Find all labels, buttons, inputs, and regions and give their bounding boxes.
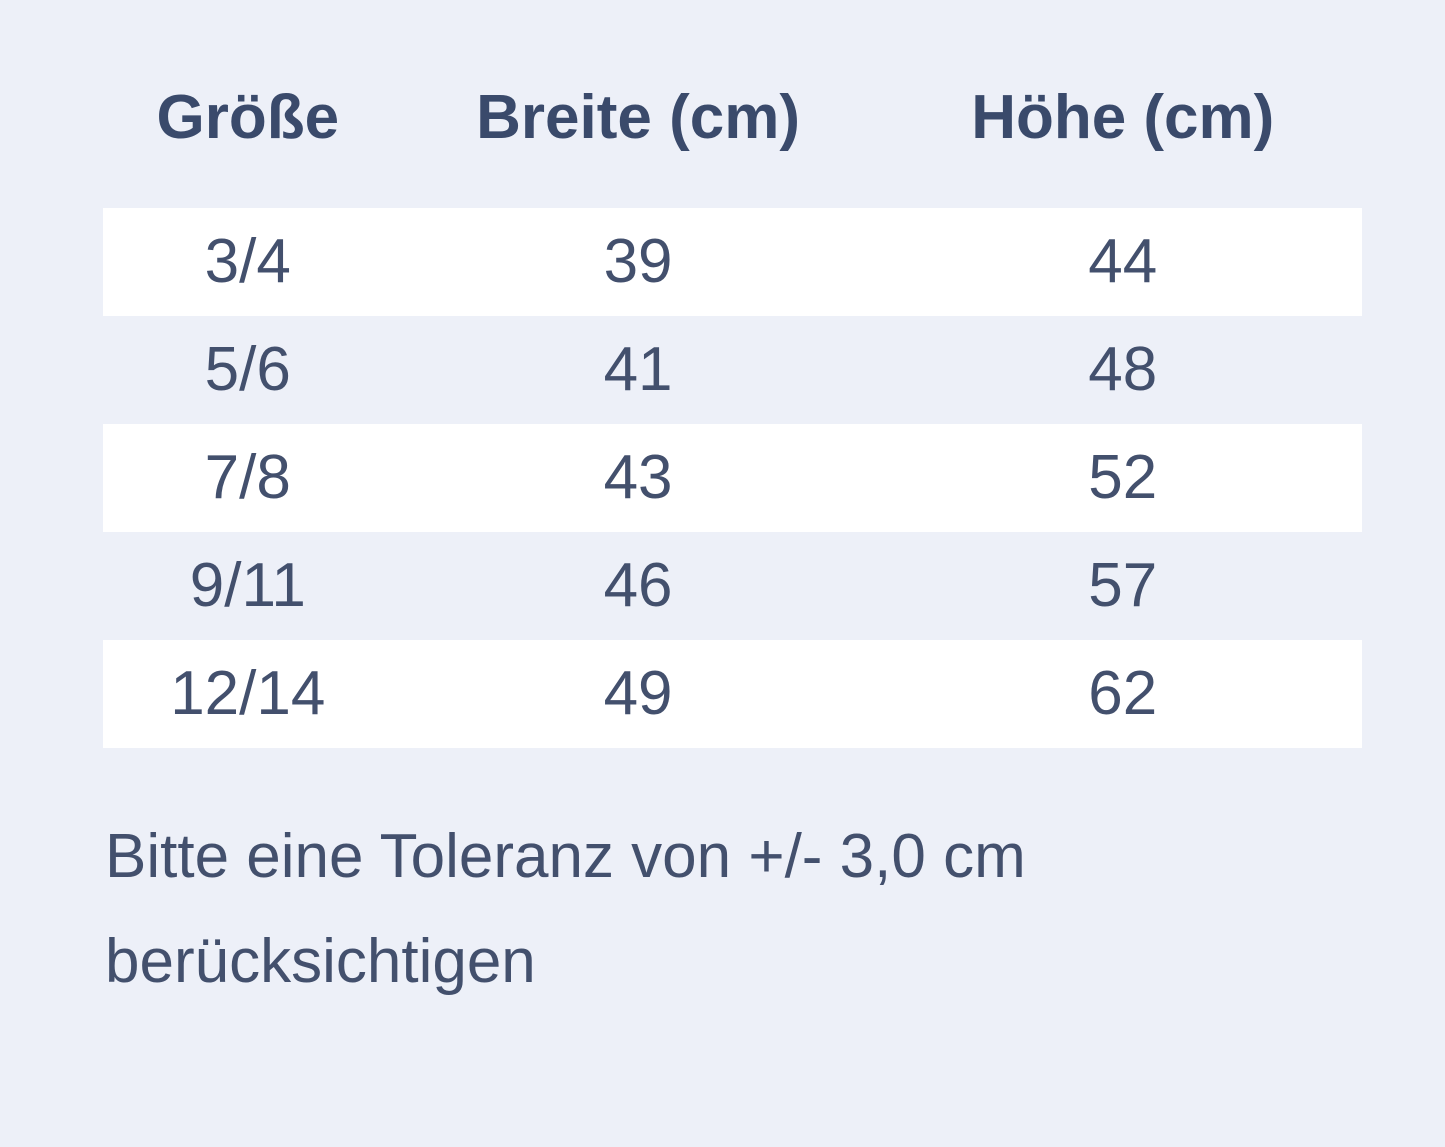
cell-size: 9/11 [189, 551, 306, 620]
cell-size: 7/8 [204, 443, 291, 512]
table-row: 7/8 43 52 [103, 424, 1362, 532]
column-header-height: Höhe (cm) [971, 83, 1275, 152]
tolerance-note-line2: berücksichtigen [105, 927, 536, 996]
cell-height: 62 [1088, 659, 1158, 728]
cell-height: 52 [1088, 443, 1158, 512]
cell-height: 44 [1088, 227, 1158, 296]
tolerance-note-line1: Bitte eine Toleranz von +/- 3,0 cm [105, 822, 1026, 891]
tolerance-note: Bitte eine Toleranz von +/- 3,0 cm berüc… [105, 804, 1445, 1014]
cell-height: 57 [1088, 551, 1158, 620]
column-header-width: Breite (cm) [476, 83, 800, 152]
cell-size: 5/6 [204, 335, 291, 404]
cell-size: 12/14 [170, 659, 326, 728]
size-chart-header-row: Größe Breite (cm) Höhe (cm) [103, 75, 1362, 161]
cell-width: 43 [603, 443, 673, 512]
cell-height: 48 [1088, 335, 1158, 404]
table-row: 5/6 41 48 [103, 316, 1362, 424]
cell-width: 41 [603, 335, 673, 404]
table-row: 3/4 39 44 [103, 208, 1362, 316]
cell-width: 46 [603, 551, 673, 620]
table-row: 9/11 46 57 [103, 532, 1362, 640]
table-row: 12/14 49 62 [103, 640, 1362, 748]
cell-width: 49 [603, 659, 673, 728]
size-chart-body: 3/4 39 44 5/6 41 48 7/8 43 52 9/11 46 57… [103, 208, 1362, 748]
cell-width: 39 [603, 227, 673, 296]
cell-size: 3/4 [204, 227, 291, 296]
size-chart-table: Größe Breite (cm) Höhe (cm) 3/4 39 44 5/… [103, 75, 1362, 748]
column-header-size: Größe [156, 83, 340, 152]
